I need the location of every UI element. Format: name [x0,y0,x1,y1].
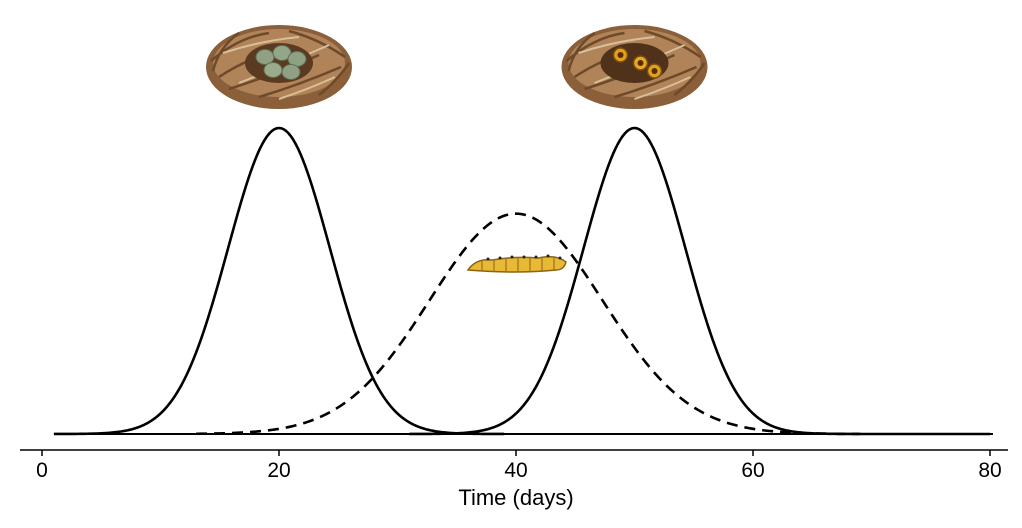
series-curve-2-solid [409,126,990,436]
x-tick-label: 20 [267,459,290,482]
plot-area [53,126,993,436]
x-tick-label: 0 [36,459,48,482]
series-curve-3-dashed [196,212,860,436]
x-tick-label: 40 [504,459,527,482]
nest-with-eggs-icon [206,25,352,109]
x-axis: 0 20 40 60 80 [20,449,1008,482]
x-axis-title: Time (days) [458,485,573,510]
caterpillar-icon [466,254,567,273]
nest-with-chicks-icon [561,25,708,109]
series-curve-1-solid [53,126,505,436]
x-tick-label: 60 [741,459,764,482]
x-tick-label: 80 [978,459,1001,482]
